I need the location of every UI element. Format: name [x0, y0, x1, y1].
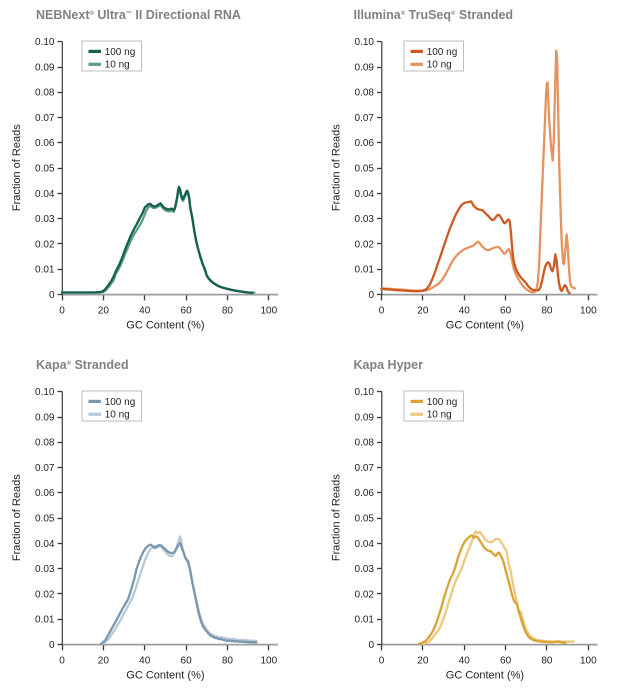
svg-text:0.04: 0.04 — [355, 539, 375, 550]
svg-text:Kapa® Stranded: Kapa® Stranded — [36, 358, 129, 372]
svg-text:Fraction of Reads: Fraction of Reads — [11, 474, 23, 561]
svg-text:Fraction of Reads: Fraction of Reads — [331, 124, 343, 211]
svg-text:0.06: 0.06 — [355, 488, 375, 499]
svg-text:0: 0 — [59, 656, 65, 667]
svg-text:0.03: 0.03 — [355, 214, 375, 225]
svg-text:GC Content (%): GC Content (%) — [446, 670, 524, 682]
svg-text:0.06: 0.06 — [35, 138, 55, 149]
svg-text:40: 40 — [459, 306, 471, 317]
svg-text:0.07: 0.07 — [35, 463, 55, 474]
svg-text:40: 40 — [139, 306, 151, 317]
svg-text:100: 100 — [260, 306, 277, 317]
svg-text:GC Content (%): GC Content (%) — [126, 670, 204, 682]
svg-text:0.03: 0.03 — [355, 564, 375, 575]
svg-text:0.04: 0.04 — [355, 189, 375, 200]
svg-text:0.03: 0.03 — [35, 564, 55, 575]
svg-text:0.10: 0.10 — [35, 387, 55, 398]
svg-text:80: 80 — [541, 656, 553, 667]
svg-text:0.09: 0.09 — [355, 412, 375, 423]
svg-text:0.05: 0.05 — [35, 164, 55, 175]
svg-text:0.09: 0.09 — [35, 412, 55, 423]
svg-text:0.01: 0.01 — [35, 265, 55, 276]
svg-text:20: 20 — [417, 656, 429, 667]
svg-text:60: 60 — [500, 656, 512, 667]
svg-text:0: 0 — [368, 290, 374, 301]
svg-text:0: 0 — [368, 640, 374, 651]
svg-text:0.10: 0.10 — [355, 387, 375, 398]
svg-text:10 ng: 10 ng — [105, 410, 130, 421]
svg-text:100: 100 — [260, 656, 277, 667]
svg-text:Illumina® TruSeq® Stranded: Illumina® TruSeq® Stranded — [354, 8, 514, 22]
svg-text:40: 40 — [459, 656, 471, 667]
svg-text:0.08: 0.08 — [35, 88, 55, 99]
svg-text:0.04: 0.04 — [35, 539, 55, 550]
svg-text:0.08: 0.08 — [355, 438, 375, 449]
svg-text:0: 0 — [379, 306, 385, 317]
svg-text:0: 0 — [49, 290, 55, 301]
svg-text:40: 40 — [139, 656, 151, 667]
svg-text:10 ng: 10 ng — [427, 60, 452, 71]
svg-text:GC Content (%): GC Content (%) — [126, 320, 204, 332]
svg-text:20: 20 — [98, 656, 110, 667]
svg-text:0.09: 0.09 — [355, 62, 375, 73]
svg-text:80: 80 — [541, 306, 553, 317]
svg-text:10 ng: 10 ng — [105, 60, 130, 71]
svg-text:0.02: 0.02 — [35, 239, 55, 250]
svg-text:0.06: 0.06 — [355, 138, 375, 149]
svg-text:100 ng: 100 ng — [105, 47, 136, 58]
svg-text:Kapa Hyper: Kapa Hyper — [354, 358, 424, 372]
svg-text:20: 20 — [98, 306, 110, 317]
svg-text:10 ng: 10 ng — [427, 410, 452, 421]
svg-text:0: 0 — [59, 306, 65, 317]
svg-text:0: 0 — [49, 640, 55, 651]
svg-text:0.05: 0.05 — [355, 514, 375, 525]
svg-text:0.04: 0.04 — [35, 189, 55, 200]
svg-text:80: 80 — [222, 306, 234, 317]
svg-text:0.10: 0.10 — [35, 37, 55, 48]
svg-text:100: 100 — [580, 306, 597, 317]
svg-text:0.01: 0.01 — [355, 615, 375, 626]
svg-text:0.10: 0.10 — [355, 37, 375, 48]
svg-text:0.02: 0.02 — [35, 589, 55, 600]
svg-text:0.06: 0.06 — [35, 488, 55, 499]
svg-text:0.02: 0.02 — [355, 589, 375, 600]
svg-text:100 ng: 100 ng — [427, 47, 458, 58]
svg-text:0.03: 0.03 — [35, 214, 55, 225]
svg-text:0.07: 0.07 — [355, 463, 375, 474]
svg-text:0.02: 0.02 — [355, 239, 375, 250]
svg-text:GC Content (%): GC Content (%) — [446, 320, 524, 332]
svg-text:60: 60 — [181, 656, 193, 667]
svg-text:60: 60 — [500, 306, 512, 317]
svg-text:60: 60 — [181, 306, 193, 317]
svg-text:20: 20 — [417, 306, 429, 317]
svg-text:0.01: 0.01 — [355, 265, 375, 276]
svg-text:0.07: 0.07 — [35, 113, 55, 124]
svg-text:Fraction of Reads: Fraction of Reads — [331, 474, 343, 561]
svg-text:0.05: 0.05 — [35, 514, 55, 525]
svg-text:0.07: 0.07 — [355, 113, 375, 124]
svg-text:100: 100 — [580, 656, 597, 667]
svg-text:0.08: 0.08 — [355, 88, 375, 99]
svg-text:0.08: 0.08 — [35, 438, 55, 449]
svg-text:0.05: 0.05 — [355, 164, 375, 175]
svg-text:0: 0 — [379, 656, 385, 667]
svg-text:100 ng: 100 ng — [105, 397, 136, 408]
svg-text:0.01: 0.01 — [35, 615, 55, 626]
svg-text:NEBNext® Ultra™ II Directional: NEBNext® Ultra™ II Directional RNA — [36, 8, 241, 22]
svg-text:Fraction of Reads: Fraction of Reads — [11, 124, 23, 211]
svg-text:100 ng: 100 ng — [427, 397, 458, 408]
svg-text:0.09: 0.09 — [35, 62, 55, 73]
svg-text:80: 80 — [222, 656, 234, 667]
